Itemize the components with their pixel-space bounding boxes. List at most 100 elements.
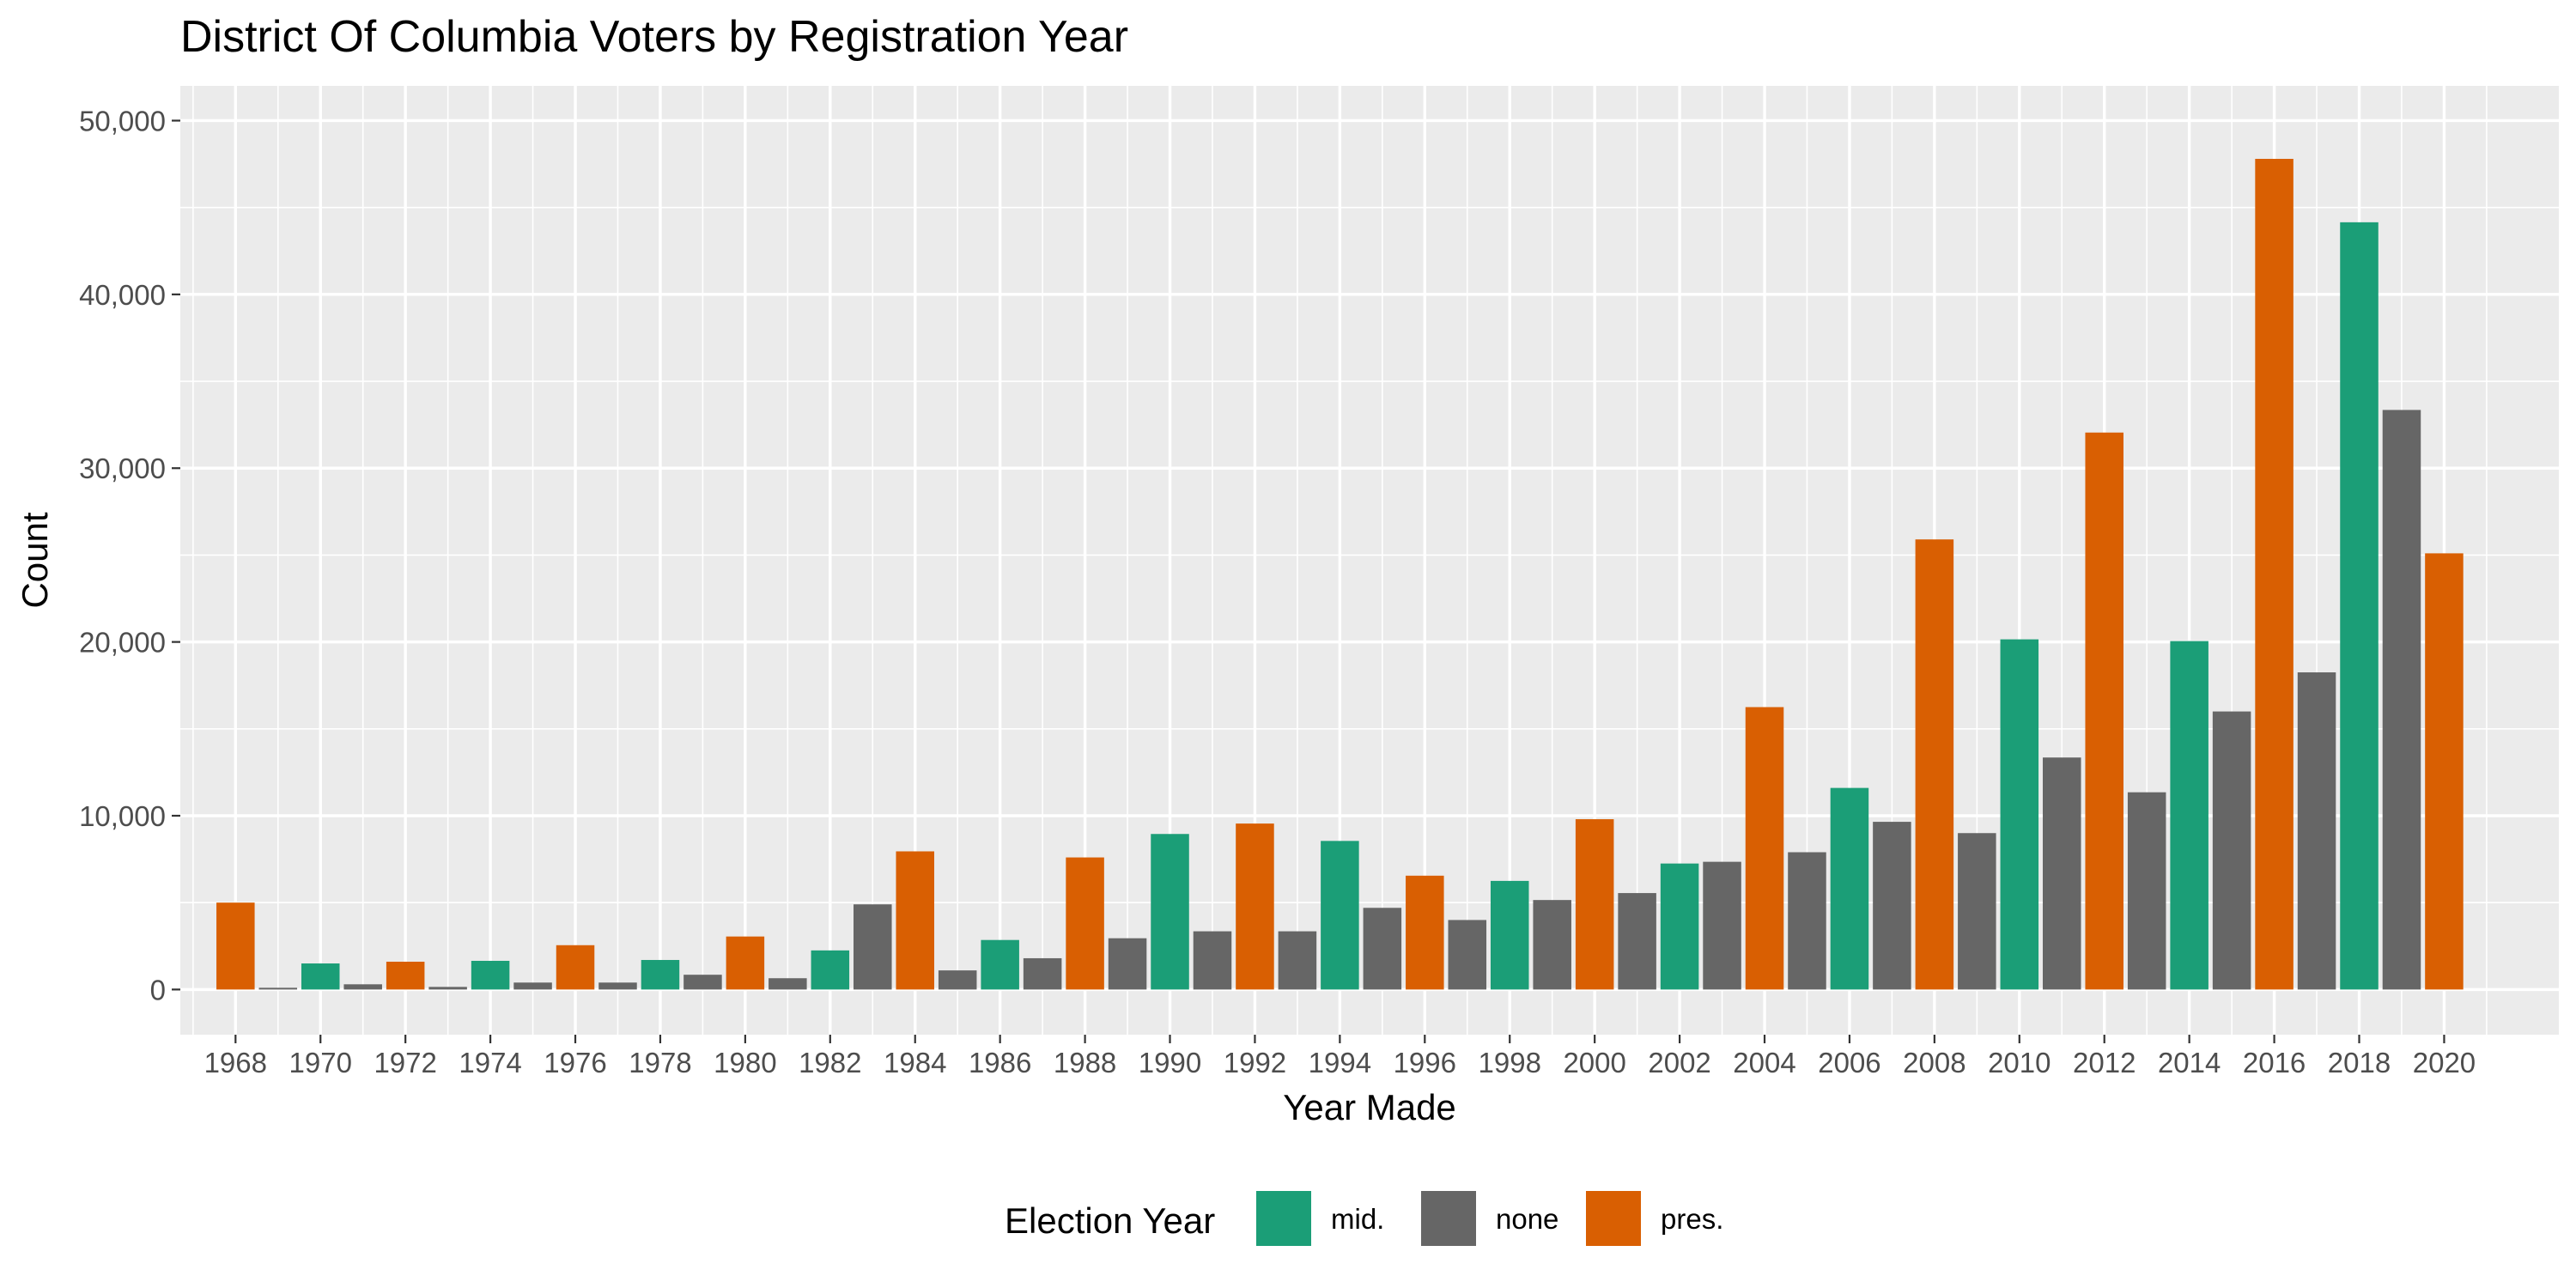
x-tick-label: 2002 (1648, 1047, 1710, 1078)
x-tick-label: 1990 (1139, 1047, 1201, 1078)
bar-2008 (1915, 539, 1954, 990)
x-tick-label: 1988 (1054, 1047, 1116, 1078)
bar-1971 (343, 984, 382, 990)
bar-1975 (513, 982, 552, 990)
bar-2005 (1788, 852, 1826, 990)
bar-1983 (854, 904, 892, 990)
bar-2000 (1575, 819, 1614, 990)
bar-1998 (1490, 880, 1529, 990)
x-axis-title: Year Made (1283, 1087, 1456, 1127)
legend-label-mid: mid. (1331, 1203, 1384, 1235)
y-axis: 0 10,000 20,000 30,000 40,000 50,000 (79, 105, 180, 1005)
bar-2016 (2255, 159, 2293, 990)
x-tick-label: 1970 (289, 1047, 352, 1078)
bar-1996 (1406, 875, 1444, 990)
y-tick-label: 50,000 (79, 105, 166, 137)
bar-2009 (1958, 833, 1996, 990)
bar-1995 (1363, 908, 1402, 990)
bar-2006 (1830, 787, 1869, 990)
x-tick-label: 1992 (1224, 1047, 1286, 1078)
bar-2011 (2043, 757, 2081, 990)
chart-title: District Of Columbia Voters by Registrat… (180, 12, 1128, 62)
x-tick-label: 1984 (884, 1047, 946, 1078)
bar-2002 (1660, 863, 1699, 990)
bar-2004 (1745, 707, 1784, 990)
x-axis: 1968 1970 1972 1974 1976 1978 1980 1982 1984 1986… (204, 1035, 2476, 1078)
bar-2014 (2170, 641, 2208, 990)
bar-1992 (1236, 823, 1274, 990)
bar-2003 (1703, 861, 1741, 990)
legend-label-pres: pres. (1661, 1203, 1723, 1235)
x-tick-label: 2006 (1818, 1047, 1880, 1078)
bar-1982 (811, 950, 850, 990)
x-tick-label: 2010 (1988, 1047, 2050, 1078)
y-tick-label: 30,000 (79, 453, 166, 484)
y-tick-label: 10,000 (79, 800, 166, 832)
bar-1994 (1321, 841, 1359, 990)
bar-1970 (301, 963, 340, 990)
bar-1985 (938, 970, 977, 990)
x-tick-label: 2008 (1903, 1047, 1965, 1078)
y-axis-title: Count (15, 512, 55, 608)
x-tick-label: 2004 (1733, 1047, 1795, 1078)
y-tick-label: 20,000 (79, 627, 166, 659)
x-tick-label: 1996 (1394, 1047, 1456, 1078)
bar-1968 (216, 902, 255, 990)
bar-1977 (598, 982, 637, 990)
x-tick-label: 2018 (2328, 1047, 2391, 1078)
x-tick-label: 1968 (204, 1047, 267, 1078)
bar-1979 (683, 975, 722, 990)
bar-2018 (2340, 222, 2379, 990)
bar-1972 (386, 962, 425, 990)
legend: Election Year mid. none pres. (1005, 1189, 1723, 1248)
bar-1989 (1108, 938, 1147, 990)
bar-1974 (471, 960, 510, 990)
x-tick-label: 1974 (459, 1047, 521, 1078)
x-tick-label: 1986 (969, 1047, 1031, 1078)
x-tick-label: 2012 (2073, 1047, 2136, 1078)
bar-1981 (769, 978, 807, 990)
bar-1987 (1023, 957, 1062, 990)
bar-1990 (1151, 834, 1189, 990)
bar-1978 (641, 959, 680, 990)
bar-1988 (1066, 857, 1104, 990)
bar-1997 (1448, 920, 1487, 990)
x-tick-label: 1982 (799, 1047, 861, 1078)
bar-2015 (2212, 711, 2251, 990)
x-tick-label: 1994 (1309, 1047, 1371, 1078)
bar-1973 (428, 987, 467, 990)
bar-2017 (2297, 672, 2336, 990)
x-tick-label: 1972 (374, 1047, 436, 1078)
legend-label-none: none (1496, 1203, 1558, 1235)
legend-title: Election Year (1005, 1200, 1215, 1241)
bar-2010 (2000, 639, 2039, 990)
legend-key-none (1419, 1189, 1478, 1248)
x-tick-label: 2000 (1563, 1047, 1625, 1078)
x-tick-label: 2014 (2158, 1047, 2221, 1078)
x-tick-label: 1976 (544, 1047, 606, 1078)
bar-2020 (2425, 553, 2464, 990)
legend-key-mid (1255, 1189, 1313, 1248)
bar-1984 (896, 851, 934, 990)
bar-2019 (2382, 410, 2421, 990)
x-tick-label: 1980 (714, 1047, 776, 1078)
bar-1980 (726, 936, 765, 990)
bar-1999 (1533, 900, 1571, 990)
bar-2007 (1873, 822, 1911, 990)
y-tick-label: 0 (150, 974, 166, 1005)
x-tick-label: 2016 (2243, 1047, 2306, 1078)
bar-2012 (2085, 432, 2123, 990)
bar-1976 (556, 945, 595, 990)
bar-2001 (1618, 893, 1656, 990)
bar-1986 (981, 939, 1019, 990)
y-tick-label: 40,000 (79, 279, 166, 311)
x-tick-label: 1978 (629, 1047, 691, 1078)
bar-1993 (1278, 931, 1317, 990)
x-tick-label: 2020 (2413, 1047, 2476, 1078)
legend-items: mid. none pres. (1255, 1189, 1723, 1248)
bars (216, 159, 2464, 990)
bar-1991 (1193, 931, 1232, 990)
legend-key-pres (1584, 1189, 1643, 1248)
bar-2013 (2127, 792, 2166, 990)
